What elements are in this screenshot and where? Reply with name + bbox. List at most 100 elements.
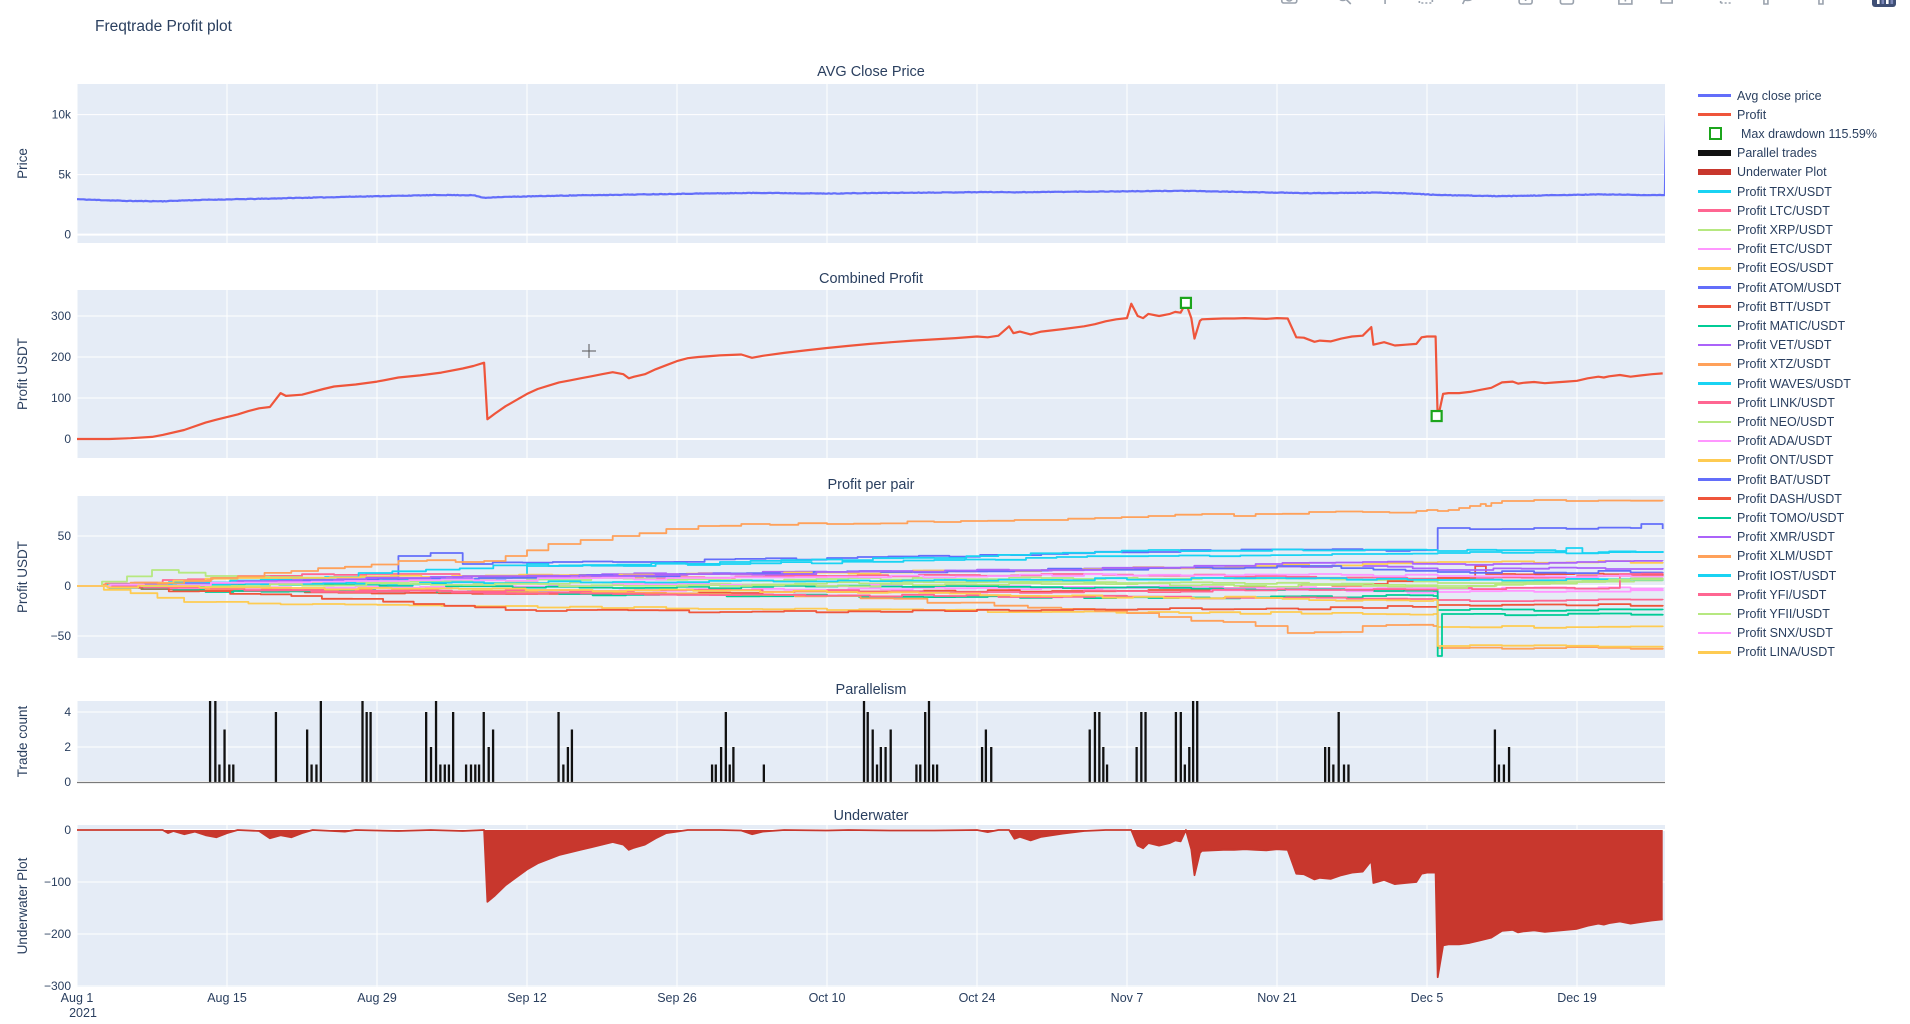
- legend-label: Underwater Plot: [1737, 165, 1827, 180]
- plotly-modebar[interactable]: [1268, 0, 1908, 9]
- series-profit: [77, 301, 1663, 441]
- toggle-spikelines-icon[interactable]: [1719, 0, 1732, 4]
- legend-line-swatch: [1698, 267, 1731, 270]
- legend-item-underwater-plot[interactable]: Underwater Plot: [1698, 164, 1827, 181]
- y-tick-label: 0: [64, 432, 71, 446]
- y-axis-title-price: Price: [15, 148, 30, 179]
- zoom-in-icon[interactable]: [1518, 0, 1533, 5]
- y-tick-label: 2: [64, 740, 71, 754]
- gridlines: [76, 84, 1665, 243]
- legend-line-swatch: [1698, 94, 1731, 97]
- legend-item-profit-ltc-usdt[interactable]: Profit LTC/USDT: [1698, 202, 1830, 219]
- legend-item-max-drawdown-11559[interactable]: Max drawdown 115.59%: [1698, 125, 1877, 142]
- plot-area-combined-profit[interactable]: [77, 290, 1665, 458]
- legend-item-parallel-trades[interactable]: Parallel trades: [1698, 145, 1817, 162]
- legend-item-profit[interactable]: Profit: [1698, 106, 1766, 123]
- legend-line-swatch: [1698, 478, 1731, 481]
- legend-label: Profit XLM/USDT: [1737, 549, 1833, 564]
- legend-item-profit-dash-usdt[interactable]: Profit DASH/USDT: [1698, 490, 1842, 507]
- pan-icon[interactable]: [1378, 0, 1392, 4]
- legend-label: Profit ETC/USDT: [1737, 242, 1833, 257]
- y-axis-title-profit-usdt: Profit USDT: [15, 338, 30, 410]
- legend-line-swatch: [1698, 612, 1731, 616]
- legend-item-profit-tomo-usdt[interactable]: Profit TOMO/USDT: [1698, 509, 1844, 526]
- legend-line-swatch: [1698, 459, 1731, 462]
- download-camera-icon[interactable]: [1280, 0, 1298, 4]
- series-profit-yfii-usdt: [77, 578, 1664, 589]
- legend-item-profit-vet-usdt[interactable]: Profit VET/USDT: [1698, 337, 1831, 354]
- legend-item-avg-close-price[interactable]: Avg close price: [1698, 87, 1822, 104]
- legend-line-swatch: [1698, 113, 1731, 116]
- series-profit-ltc-usdt: [77, 573, 1664, 587]
- legend-item-profit-lina-usdt[interactable]: Profit LINA/USDT: [1698, 644, 1835, 661]
- series-underwater-plot: [77, 829, 1663, 979]
- legend-item-profit-bat-usdt[interactable]: Profit BAT/USDT: [1698, 471, 1831, 488]
- legend-line-swatch: [1698, 324, 1731, 328]
- box-select-icon[interactable]: [1418, 0, 1434, 4]
- legend-label: Profit DASH/USDT: [1737, 491, 1842, 506]
- legend-line-swatch: [1698, 574, 1731, 577]
- y-axis-title-trade-count: Trade count: [15, 705, 30, 777]
- subplot-combined-profit: 0 100 200 300 Profit USDT Combined Profit: [15, 271, 1665, 458]
- page-title: Freqtrade Profit plot: [95, 18, 232, 35]
- autoscale-icon[interactable]: [1618, 0, 1633, 5]
- legend-item-profit-matic-usdt[interactable]: Profit MATIC/USDT: [1698, 317, 1845, 334]
- legend-item-profit-waves-usdt[interactable]: Profit WAVES/USDT: [1698, 375, 1851, 392]
- x-tick-label: Dec 5: [1411, 991, 1444, 1005]
- legend-item-profit-yfi-usdt[interactable]: Profit YFI/USDT: [1698, 586, 1826, 603]
- legend-line-swatch: [1698, 169, 1731, 176]
- legend-line-swatch: [1698, 150, 1731, 157]
- legend-line-swatch: [1698, 593, 1731, 596]
- legend-item-profit-eos-usdt[interactable]: Profit EOS/USDT: [1698, 260, 1834, 277]
- hover-compare-icon[interactable]: [1816, 0, 1826, 5]
- legend-item-profit-snx-usdt[interactable]: Profit SNX/USDT: [1698, 625, 1833, 642]
- subplot-underwater: −300 −200 −100 0 Underwater Plot Underwater: [15, 808, 1665, 993]
- subplot-title: AVG Close Price: [817, 64, 925, 80]
- legend-line-swatch: [1698, 497, 1731, 500]
- legend-item-profit-yfii-usdt[interactable]: Profit YFII/USDT: [1698, 605, 1830, 622]
- series-profit-xlm-usdt: [77, 499, 1664, 587]
- legend-line-swatch: [1698, 535, 1731, 539]
- y-tick-label: 50: [58, 529, 72, 543]
- plotly-logo[interactable]: [1872, 0, 1896, 7]
- legend-item-profit-etc-usdt[interactable]: Profit ETC/USDT: [1698, 241, 1832, 258]
- hover-closest-icon[interactable]: [1761, 0, 1771, 5]
- legend-line-swatch: [1698, 420, 1731, 424]
- legend-line-swatch: [1698, 190, 1731, 193]
- legend-item-profit-btt-usdt[interactable]: Profit BTT/USDT: [1698, 298, 1831, 315]
- legend-item-profit-xrp-usdt[interactable]: Profit XRP/USDT: [1698, 221, 1833, 238]
- legend-item-profit-link-usdt[interactable]: Profit LINK/USDT: [1698, 394, 1835, 411]
- legend-item-profit-xtz-usdt[interactable]: Profit XTZ/USDT: [1698, 356, 1831, 373]
- zoom-out-icon[interactable]: [1559, 0, 1575, 5]
- subplot-profit-per-pair: −50 0 50 Profit USDT Profit per pair: [15, 477, 1665, 658]
- x-tick-year: 2021: [69, 1006, 97, 1020]
- legend-label: Profit SNX/USDT: [1737, 626, 1833, 641]
- x-tick-label: Oct 10: [809, 991, 846, 1005]
- legend-item-profit-ont-usdt[interactable]: Profit ONT/USDT: [1698, 452, 1834, 469]
- legend-label: Profit EOS/USDT: [1737, 261, 1834, 276]
- legend-item-profit-xmr-usdt[interactable]: Profit XMR/USDT: [1698, 529, 1835, 546]
- series-layer: [208, 701, 1511, 782]
- plot-area-avg-close-price[interactable]: [77, 84, 1665, 243]
- legend-label: Profit MATIC/USDT: [1737, 318, 1846, 333]
- legend-item-profit-trx-usdt[interactable]: Profit TRX/USDT: [1698, 183, 1832, 200]
- lasso-select-icon[interactable]: [1461, 0, 1474, 5]
- subplot-parallelism: 0 2 4 Trade count Parallelism: [15, 682, 1665, 789]
- legend-item-profit-neo-usdt[interactable]: Profit NEO/USDT: [1698, 413, 1834, 430]
- reset-axes-icon[interactable]: [1660, 0, 1673, 4]
- zoom-icon[interactable]: [1338, 0, 1352, 5]
- legend-label: Profit WAVES/USDT: [1737, 376, 1851, 391]
- x-tick-label: Sep 12: [507, 991, 547, 1005]
- legend-item-profit-iost-usdt[interactable]: Profit IOST/USDT: [1698, 567, 1836, 584]
- x-tick-label: Oct 24: [959, 991, 996, 1005]
- plot-area-parallelism[interactable]: [77, 701, 1665, 782]
- legend-label: Profit BTT/USDT: [1737, 299, 1831, 314]
- legend-item-profit-atom-usdt[interactable]: Profit ATOM/USDT: [1698, 279, 1841, 296]
- legend-label: Profit ATOM/USDT: [1737, 280, 1842, 295]
- legend-item-profit-ada-usdt[interactable]: Profit ADA/USDT: [1698, 433, 1832, 450]
- legend-line-swatch: [1698, 286, 1731, 289]
- series-fill-underwater-plot: [77, 830, 1663, 978]
- legend-item-profit-xlm-usdt[interactable]: Profit XLM/USDT: [1698, 548, 1833, 565]
- x-tick-label: Nov 21: [1257, 991, 1297, 1005]
